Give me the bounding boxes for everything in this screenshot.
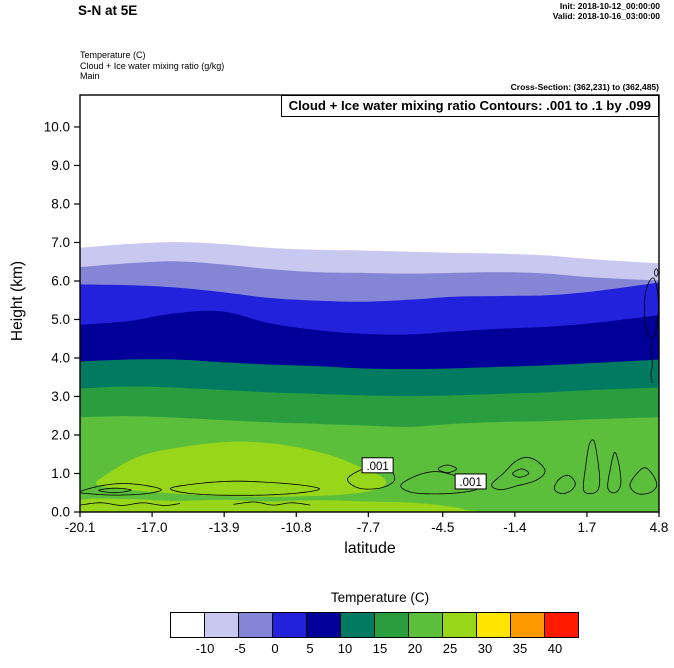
contour-label-box: [454, 473, 487, 490]
cloud-contour: [80, 483, 162, 496]
y-tick-label: 5.0: [51, 312, 70, 327]
x-tick-label: -10.8: [281, 520, 312, 535]
colorbar-cell: [408, 612, 443, 638]
colorbar: [170, 612, 579, 638]
y-tick-label: 0.0: [51, 505, 70, 520]
cloud-contour: [512, 468, 530, 478]
colorbar-tick-label: 5: [306, 641, 314, 656]
colorbar-tick-label: 15: [372, 641, 388, 656]
page-title: S-N at 5E: [78, 3, 138, 18]
y-tick-label: 3.0: [51, 389, 70, 404]
cloud-contour: [491, 456, 546, 491]
colorbar-cell: [170, 612, 205, 638]
surface-warm-patch: [96, 441, 387, 497]
cloud-contour: [582, 439, 601, 494]
colorbar-cell: [204, 612, 239, 638]
init-timestamp: Init: 2018-10-12_00:00:00: [559, 1, 660, 11]
surface-warm-patch: [80, 498, 486, 512]
y-tick-label: 1.0: [51, 466, 70, 481]
x-tick-label: -7.7: [357, 520, 380, 535]
cloud-contour: [653, 268, 659, 277]
y-tick-label: 7.0: [51, 235, 70, 250]
cross-section-info: Cross-Section: (362,231) to (362,485): [510, 82, 659, 92]
contour-label-box: [361, 457, 394, 474]
y-tick-label: 2.0: [51, 427, 70, 442]
colorbar-cell: [340, 612, 375, 638]
contour-label: .001: [459, 477, 481, 489]
colorbar-cell: [306, 612, 341, 638]
colorbar-tick-label: 0: [271, 641, 279, 656]
colorbar-tick-label: -5: [234, 641, 246, 656]
cloud-contour: [169, 480, 321, 496]
contour-info-box: Cloud + Ice water mixing ratio Contours:…: [280, 95, 659, 117]
valid-timestamp: Valid: 2018-10-16_03:00:00: [552, 11, 660, 21]
field-legend-line-cloud-ice: Cloud + Ice water mixing ratio (g/kg): [80, 60, 225, 71]
field-legend-line-temperature: Temperature (C): [80, 50, 146, 60]
y-tick-label: 4.0: [51, 350, 70, 365]
colorbar-cell: [238, 612, 273, 638]
colorbar-tick-label: 25: [442, 641, 458, 656]
x-tick-label: 4.8: [650, 520, 669, 535]
x-axis-title: latitude: [344, 540, 396, 557]
x-tick-label: -17.0: [137, 520, 168, 535]
cloud-contour: [649, 340, 653, 384]
x-tick-label: -4.5: [431, 520, 454, 535]
cross-section-plot: .001 .001 0.0 1.0 2.0 3.0 4.0 5.0 6.0 7.0 8.0 9.0 10…: [44, 94, 669, 535]
cloud-contour: [554, 474, 576, 495]
colorbar-cell: [442, 612, 477, 638]
colorbar-cell: [510, 612, 545, 638]
field-legend: Temperature (C) Cloud + Ice water mixing…: [80, 50, 224, 82]
field-legend-line-main: Main: [80, 71, 100, 81]
colorbar-tick-label: -10: [195, 641, 215, 656]
colorbar-tick-label: 30: [477, 641, 493, 656]
cloud-contour: [629, 467, 658, 495]
colorbar-cell: [476, 612, 511, 638]
colorbar-tick-labels: -10 -5 0 5 10 15 20 25 30 35 40: [0, 641, 674, 659]
cloud-contour: [80, 502, 181, 506]
cloud-contour: [233, 501, 311, 506]
colorbar-cell: [374, 612, 409, 638]
y-tick-label: 8.0: [51, 196, 70, 211]
cloud-contour: [644, 277, 659, 339]
colorbar-cell: [544, 612, 579, 638]
x-tick-label: -20.1: [65, 520, 96, 535]
colorbar-tick-label: 40: [547, 641, 563, 656]
x-tick-label: -13.9: [209, 520, 240, 535]
x-tick-label: -1.4: [503, 520, 527, 535]
colorbar-tick-label: 20: [407, 641, 423, 656]
colorbar-cell: [272, 612, 307, 638]
cloud-contour: [437, 464, 458, 474]
y-tick-label: 6.0: [51, 273, 70, 288]
colorbar-tick-label: 10: [337, 641, 353, 656]
cloud-contour: [607, 451, 622, 494]
cloud-contour: [97, 487, 132, 494]
y-tick-label: 9.0: [51, 158, 70, 173]
contour-label: .001: [366, 461, 388, 473]
y-tick-label: 10.0: [44, 119, 70, 134]
x-tick-label: 1.7: [578, 520, 597, 535]
colorbar-title: Temperature (C): [330, 590, 430, 605]
colorbar-tick-label: 35: [512, 641, 528, 656]
